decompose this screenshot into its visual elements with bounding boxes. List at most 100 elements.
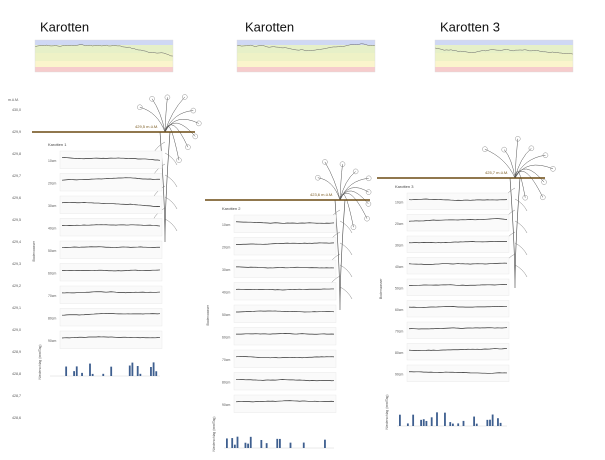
carrot-rootlet — [514, 220, 528, 234]
carrot-rootlet — [339, 220, 353, 234]
carrot-rootlet — [514, 198, 528, 212]
rain-bar — [399, 414, 401, 426]
depth-label: 50cm — [48, 249, 56, 253]
ground-label: 423,6 m.ü.M. — [310, 192, 333, 197]
overview-line — [236, 43, 376, 52]
carrot-leaf — [514, 171, 544, 198]
panel-title: Karotten 2 — [222, 206, 241, 211]
carrot-leaf-tip — [137, 104, 143, 110]
depth-panel — [59, 263, 163, 282]
depth-panel — [233, 394, 337, 413]
carrot-leaf-tip — [365, 201, 372, 207]
moisture-line — [61, 313, 161, 316]
depth-panel — [406, 257, 510, 275]
carrot-rootlet — [164, 174, 178, 188]
rain-bar — [449, 422, 452, 426]
moisture-line — [408, 198, 508, 201]
depth-panel — [406, 235, 510, 253]
overview-band — [435, 45, 573, 53]
moisture-line — [408, 327, 508, 330]
rain-bar — [244, 442, 247, 448]
carrot-leaf-tip — [322, 159, 328, 165]
row-axis-label: Bodenwasser — [379, 278, 383, 299]
rain-bar — [139, 373, 142, 376]
carrot-leaf-tip — [541, 179, 547, 185]
carrot-rootlet — [514, 242, 528, 256]
rain-bar — [155, 371, 158, 376]
axis-tick-label: 429,4 — [12, 240, 21, 244]
ground-label: 429,5 m.ü.M. — [135, 124, 158, 129]
overview-band — [35, 40, 173, 45]
depth-panel — [406, 192, 510, 210]
carrot-rootlet — [164, 196, 178, 210]
depth-panel — [59, 150, 163, 169]
depth-label: 70cm — [48, 294, 56, 298]
rain-bar — [289, 442, 292, 448]
carrot-leaf-tip — [501, 146, 507, 153]
rain-axis-label: Niederschlag (mm/Tag) — [212, 416, 216, 451]
depth-label: 20cm — [222, 246, 230, 250]
rain-bar — [491, 414, 494, 426]
overview-line — [434, 47, 574, 55]
carrot-leaf-tip — [339, 161, 346, 167]
moisture-line — [235, 221, 335, 224]
rain-bar — [81, 372, 83, 376]
rain-bar — [302, 442, 305, 448]
carrot-leaf — [139, 107, 166, 133]
carrot-root — [509, 177, 521, 289]
depth-label: 10cm — [48, 159, 56, 163]
carrot-illustration — [137, 94, 202, 243]
depth-panel — [406, 214, 510, 232]
carrot-leaf-tip — [190, 107, 197, 114]
carrot-root — [159, 131, 171, 243]
carrot-leaf-tip — [542, 152, 549, 158]
carrot-leaf — [504, 149, 516, 179]
carrot-leaf-tip — [550, 166, 556, 172]
carrot-rootlet — [339, 242, 353, 256]
carrot-rootlet — [339, 264, 353, 278]
carrot-root — [334, 199, 346, 311]
depth-panel — [59, 195, 163, 214]
carrot-leaf-tip — [149, 96, 155, 102]
rain-bar — [265, 443, 268, 448]
carrot-rootlet — [339, 286, 353, 300]
rain-bar — [420, 419, 422, 426]
depth-label: 50cm — [395, 287, 403, 291]
column-title: Karotten — [40, 19, 89, 34]
depth-label: 90cm — [222, 403, 230, 407]
moisture-line — [408, 348, 508, 351]
depth-label: 30cm — [48, 204, 56, 208]
depth-panel — [233, 237, 337, 256]
axis-unit: m.ü.M. — [8, 98, 19, 102]
axis-tick-label: 429,6 — [12, 196, 21, 200]
depth-panel — [59, 330, 163, 349]
moisture-line — [235, 356, 335, 359]
moisture-line — [408, 306, 508, 308]
carrot-leaf-tip — [352, 168, 359, 175]
row-axis-label: Bodenwasser — [206, 304, 210, 325]
depth-panel — [59, 173, 163, 192]
row-axis-label: Bodenwasser — [32, 240, 36, 261]
axis-tick-label: 429,8 — [12, 152, 21, 156]
rain-bar — [236, 436, 239, 448]
axis-tick-label: 430,0 — [12, 108, 21, 112]
depth-panel — [59, 218, 163, 237]
carrot-leaf — [484, 148, 516, 179]
depth-panel — [406, 364, 510, 382]
depth-label: 40cm — [48, 227, 56, 231]
carrot-leaf-tip — [185, 144, 191, 150]
rain-bar — [89, 363, 91, 376]
moisture-line — [408, 262, 508, 265]
rain-bar — [425, 420, 428, 426]
rain-bar — [406, 423, 409, 426]
carrot-leaf-tip — [482, 146, 488, 152]
rain-axis-label: Niederschlag (mm/Tag) — [385, 394, 389, 429]
carrot-leaf — [514, 164, 554, 179]
carrot-leaf-tip — [528, 145, 535, 151]
carrot-leaf-tip — [176, 157, 182, 163]
carrot-rootlet — [164, 218, 178, 232]
moisture-line — [61, 246, 161, 249]
moisture-line — [61, 336, 161, 339]
column-title: Karotten — [245, 19, 294, 34]
